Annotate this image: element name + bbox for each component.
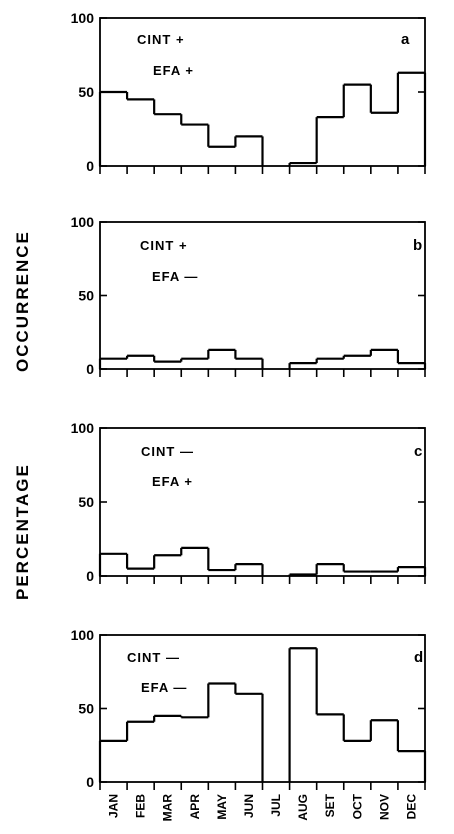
- condition-label: CINT +: [137, 32, 185, 47]
- condition-label: EFA —: [152, 269, 198, 284]
- y-tick-label: 50: [78, 288, 94, 304]
- month-label-jun: JUN: [242, 794, 256, 818]
- panel-letter: b: [413, 237, 422, 254]
- condition-label: EFA +: [153, 63, 194, 78]
- condition-label: EFA +: [152, 474, 193, 489]
- panel-letter: d: [414, 649, 423, 666]
- month-label-aug: AUG: [296, 794, 310, 821]
- month-label-nov: NOV: [377, 794, 391, 820]
- condition-label: CINT —: [127, 650, 180, 665]
- month-label-may: MAY: [215, 794, 229, 820]
- condition-label: CINT —: [141, 444, 194, 459]
- month-label-jan: JAN: [107, 794, 121, 818]
- panel-letter: c: [414, 443, 422, 460]
- panel-letter: a: [401, 31, 410, 48]
- y-tick-label: 50: [78, 494, 94, 510]
- y-tick-label: 50: [78, 84, 94, 100]
- month-label-dec: DEC: [404, 794, 418, 820]
- y-tick-label: 0: [86, 774, 94, 790]
- month-label-jul: JUL: [269, 794, 283, 817]
- condition-label: CINT +: [140, 238, 188, 253]
- month-label-set: SET: [323, 793, 337, 817]
- month-label-apr: APR: [188, 794, 202, 820]
- month-label-oct: OCT: [350, 793, 364, 819]
- y-tick-label: 0: [86, 361, 94, 377]
- y-tick-label: 100: [71, 10, 95, 26]
- y-tick-label: 100: [71, 420, 95, 436]
- y-tick-label: 0: [86, 568, 94, 584]
- month-label-feb: FEB: [134, 794, 148, 818]
- y-axis-label: OCCURRENCE: [13, 230, 32, 372]
- month-label-mar: MAR: [161, 794, 175, 822]
- y-tick-label: 0: [86, 158, 94, 174]
- condition-label: EFA —: [141, 680, 187, 695]
- y-tick-label: 50: [78, 701, 94, 717]
- y-tick-label: 100: [71, 627, 95, 643]
- y-axis-label: PERCENTAGE: [13, 463, 32, 600]
- y-tick-label: 100: [71, 214, 95, 230]
